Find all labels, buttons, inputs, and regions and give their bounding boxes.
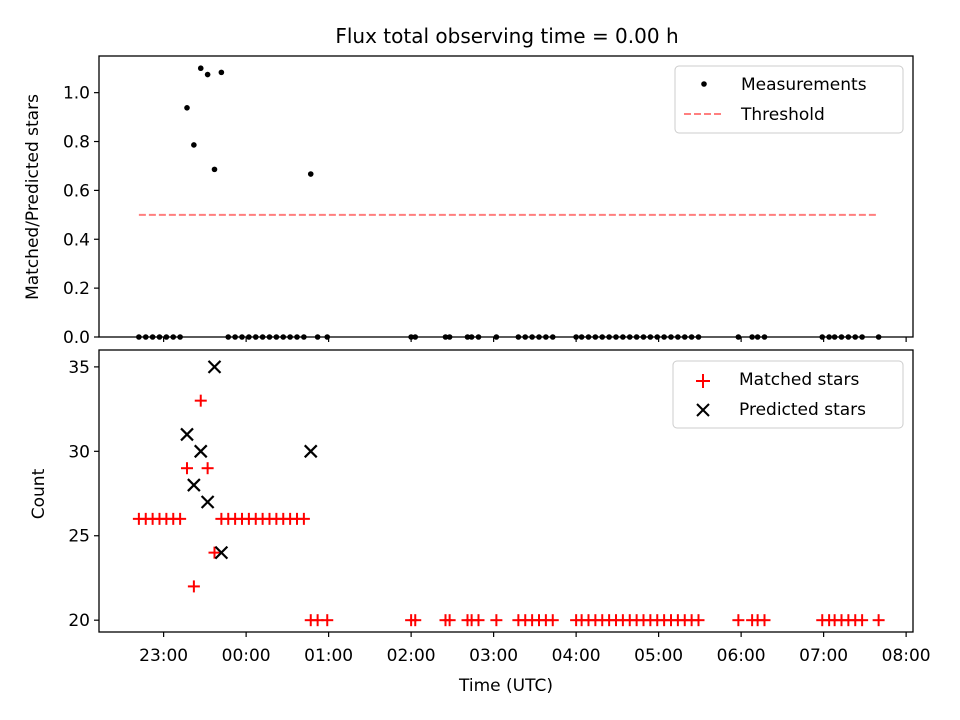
top-legend: Measurements Threshold xyxy=(674,65,904,134)
top-y-axis-label: Matched/Predicted stars xyxy=(23,94,43,300)
predicted-star-point xyxy=(180,427,194,442)
bottom-legend: Matched stars Predicted stars xyxy=(672,360,904,429)
x-axis-label: Time (UTC) xyxy=(458,676,553,696)
matched-star-point xyxy=(490,614,503,627)
legend-matched-marker xyxy=(696,374,710,388)
x-tick-label: 04:00 xyxy=(552,646,601,666)
matched-star-point xyxy=(208,546,221,559)
x-tick-label: 00:00 xyxy=(222,646,271,666)
predicted-star-point xyxy=(187,478,201,492)
top-legend-box xyxy=(674,65,904,134)
bottom-y-tick-label: 25 xyxy=(68,527,90,547)
matched-star-point xyxy=(409,614,422,627)
bottom-y-tick-label: 20 xyxy=(68,611,90,631)
legend-predicted-label: Predicted stars xyxy=(739,400,866,420)
legend-predicted-marker xyxy=(696,403,710,417)
x-tick-label: 01:00 xyxy=(304,646,353,666)
matched-star-point xyxy=(187,580,200,593)
matched-star-point xyxy=(181,462,193,475)
matched-star-point xyxy=(758,614,771,627)
measurement-point xyxy=(307,171,314,177)
bottom-axes-frame xyxy=(98,349,914,633)
measurement-point xyxy=(211,166,218,173)
legend-matched-label: Matched stars xyxy=(739,370,859,390)
matched-star-point xyxy=(194,394,207,407)
measurement-point xyxy=(218,69,225,76)
bottom-y-tick-label: 35 xyxy=(68,358,90,378)
x-tick-label: 02:00 xyxy=(387,646,436,666)
predicted-star-point xyxy=(200,495,215,509)
predicted-star-point xyxy=(207,360,222,374)
bottom-panel: 20 25 30 35 23:00 00:00 01:00 02:00 03:00 04:00 0… xyxy=(29,349,931,696)
top-panel: 0.0 0.2 0.4 0.6 0.8 1.0 Matched/Predicted sta… xyxy=(23,55,914,348)
predicted-star-point xyxy=(214,545,229,560)
top-axes-frame xyxy=(98,55,914,338)
matched-star-point xyxy=(443,614,456,627)
matched-star-point xyxy=(321,614,334,627)
measurement-point xyxy=(204,71,211,78)
top-y-tick-label: 0.4 xyxy=(63,230,90,250)
measurement-point xyxy=(197,65,204,72)
matched-star-point xyxy=(692,614,705,627)
top-y-tick-label: 0.8 xyxy=(63,133,90,153)
matched-star-point xyxy=(856,614,869,627)
legend-measurements-label: Measurements xyxy=(741,75,867,95)
top-y-tick-label: 0.0 xyxy=(63,328,90,348)
matched-star-point xyxy=(201,462,214,475)
predicted-star-point xyxy=(303,444,318,459)
x-tick-label: 07:00 xyxy=(799,646,848,666)
top-y-tick-label: 0.6 xyxy=(63,181,90,201)
legend-threshold-label: Threshold xyxy=(740,105,825,125)
matched-star-point xyxy=(732,614,745,627)
bottom-y-tick-label: 30 xyxy=(68,442,90,462)
predicted-star-point xyxy=(193,444,208,459)
bottom-legend-box xyxy=(672,360,904,429)
x-tick-label: 08:00 xyxy=(882,646,931,666)
top-y-tick-label: 0.2 xyxy=(63,279,90,299)
x-tick-label: 06:00 xyxy=(717,646,766,666)
matched-star-point xyxy=(872,614,885,627)
matched-star-point xyxy=(546,614,559,627)
x-tick-label: 23:00 xyxy=(139,646,188,666)
bottom-y-axis-label: Count xyxy=(29,468,49,519)
x-tick-label: 05:00 xyxy=(634,646,683,666)
legend-measurements-marker xyxy=(701,81,707,87)
top-y-tick-label: 1.0 xyxy=(63,84,90,104)
x-tick-label: 03:00 xyxy=(469,646,518,666)
matched-star-point xyxy=(472,614,485,627)
measurement-point xyxy=(184,105,190,111)
figure-title: Flux total observing time = 0.00 h xyxy=(335,24,678,48)
measurement-point xyxy=(191,142,197,148)
matched-star-point xyxy=(297,512,310,525)
matched-star-point xyxy=(174,512,187,525)
